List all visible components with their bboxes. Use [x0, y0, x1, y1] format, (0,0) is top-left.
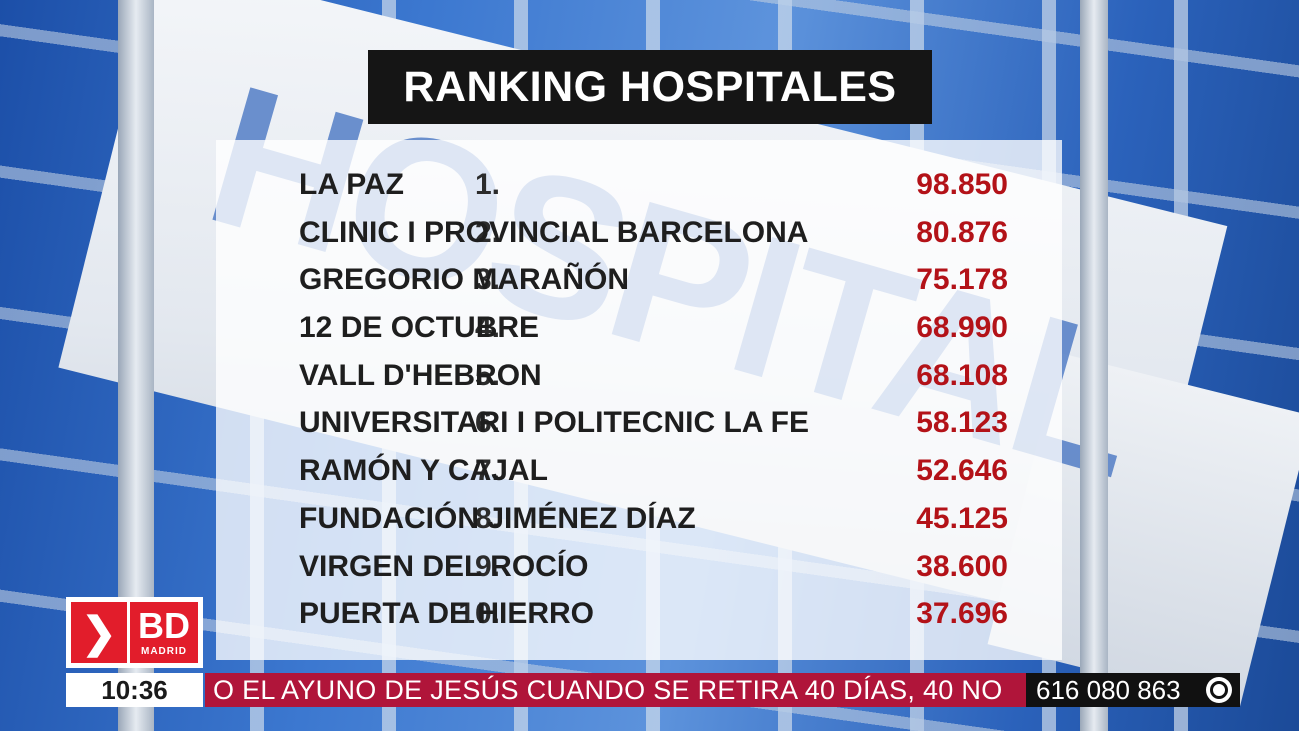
hospital-name: UNIVERSITARI I POLITECNIC LA FE: [299, 406, 810, 440]
ranking-row: 5. VALL D'HEBRON 68.108: [216, 353, 1062, 401]
hospital-score: 45.125: [916, 501, 1008, 535]
hospital-name: GREGORIO MARAÑÓN: [299, 263, 629, 297]
hospital-name: LA PAZ: [299, 168, 404, 201]
hospital-score: 68.108: [916, 358, 1008, 392]
hospital-score: 37.696: [916, 597, 1008, 631]
ranking-row: 9. VIRGEN DEL ROCÍO 38.600: [216, 544, 1062, 592]
ranking-row: 8. FUNDACIÓN JIMÉNEZ DÍAZ 45.125: [216, 496, 1062, 544]
hospital-score: 68.990: [916, 311, 1008, 345]
hospital-score: 98.850: [916, 168, 1008, 201]
rank-number: 8.: [474, 501, 500, 535]
hospital-name: 12 DE OCTUBRE: [299, 311, 540, 345]
rank-number: 2.: [474, 215, 500, 249]
news-ticker: O EL AYUNO DE JESÚS CUANDO SE RETIRA 40 …: [205, 673, 1037, 707]
logo-subtitle: MADRID: [141, 646, 187, 657]
facade-pillar: [1080, 0, 1108, 731]
phone-box: 616 080 863: [1026, 673, 1240, 707]
hospital-score: 75.178: [916, 263, 1008, 297]
rank-number: 10.: [458, 597, 500, 631]
ranking-row: 6. UNIVERSITARI I POLITECNIC LA FE 58.12…: [216, 400, 1062, 448]
ranking-row: 10. PUERTA DE HIERRO 37.696: [216, 591, 1062, 639]
logo-brand: BD: [138, 605, 190, 646]
rank-number: 4.: [474, 311, 500, 345]
logo-mark: ❯: [71, 602, 127, 663]
ranking-row: 4. 12 DE OCTUBRE 68.990: [216, 305, 1062, 353]
hospital-name: VIRGEN DEL ROCÍO: [299, 549, 589, 583]
page-title: RANKING HOSPITALES: [403, 62, 897, 111]
hospital-name: PUERTA DE HIERRO: [299, 597, 595, 631]
ranking-row: 1. LA PAZ 98.850: [216, 162, 1062, 210]
ranking-row: 3. GREGORIO MARAÑÓN 75.178: [216, 257, 1062, 305]
hospital-score: 38.600: [916, 549, 1008, 583]
ticker-text: O EL AYUNO DE JESÚS CUANDO SE RETIRA 40 …: [213, 675, 1003, 705]
hospital-name: FUNDACIÓN JIMÉNEZ DÍAZ: [299, 501, 696, 535]
channel-logo: ❯ BD MADRID: [66, 597, 203, 668]
clock-box: 10:36: [66, 673, 203, 707]
rank-number: 6.: [474, 406, 500, 440]
logo-wordmark: BD MADRID: [130, 602, 198, 663]
phone-number: 616 080 863: [1036, 674, 1181, 705]
hospital-name: VALL D'HEBRON: [299, 358, 542, 392]
chevron-right-icon: ❯: [81, 608, 117, 656]
rank-number: 5.: [474, 358, 500, 392]
hospital-score: 58.123: [916, 406, 1008, 440]
hospital-name: RAMÓN Y CAJAL: [299, 454, 548, 488]
rank-number: 3.: [474, 263, 500, 297]
rank-number: 9.: [474, 549, 500, 583]
hospital-score: 80.876: [916, 215, 1008, 249]
ranking-panel: 1. LA PAZ 98.850 2. CLINIC I PROVINCIAL …: [216, 140, 1062, 660]
rank-number: 1.: [474, 168, 500, 201]
ranking-row: 7. RAMÓN Y CAJAL 52.646: [216, 448, 1062, 496]
clock-time: 10:36: [101, 674, 168, 705]
ranking-row: 2. CLINIC I PROVINCIAL BARCELONA 80.876: [216, 210, 1062, 258]
hospital-score: 52.646: [916, 454, 1008, 488]
hospital-name: CLINIC I PROVINCIAL BARCELONA: [299, 215, 809, 249]
rank-number: 7.: [474, 454, 500, 488]
title-banner: RANKING HOSPITALES: [368, 50, 932, 124]
whatsapp-icon: [1206, 677, 1232, 703]
